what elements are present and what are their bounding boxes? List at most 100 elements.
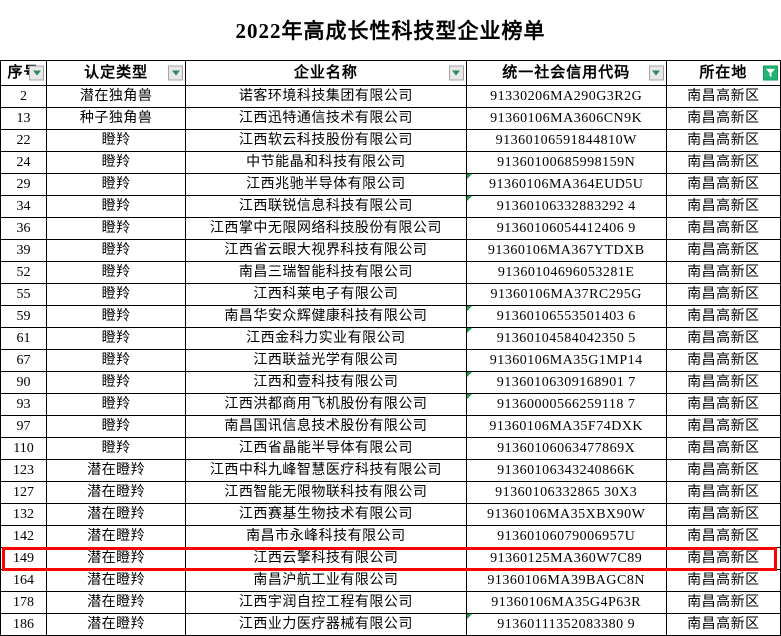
cell-company-name[interactable]: 南昌华安众辉健康科技有限公司 (185, 305, 467, 328)
cell-location[interactable]: 南昌高新区 (665, 371, 781, 394)
cell-type[interactable]: 瞪羚 (46, 327, 187, 350)
cell-credit-code[interactable]: 91360106332865 30X3 (465, 481, 667, 504)
cell-index[interactable]: 186 (0, 613, 48, 636)
cell-credit-code[interactable]: 91360106591844810W (465, 129, 667, 152)
cell-credit-code[interactable]: 91360106332883292 4 (465, 195, 667, 218)
cell-index[interactable]: 24 (0, 151, 48, 174)
table-row[interactable]: 178 潜在瞪羚 江西宇润自控工程有限公司 91360106MA35G4P63R 南昌高… (0, 591, 781, 614)
cell-credit-code[interactable]: 91360104584042350 5 (465, 327, 667, 350)
table-row[interactable]: 164 潜在瞪羚 南昌沪航工业有限公司 91360106MA39BAGC8N 南昌高新区 (0, 569, 781, 592)
cell-company-name[interactable]: 江西中科九峰智慧医疗科技有限公司 (185, 459, 467, 482)
cell-credit-code[interactable]: 91330206MA290G3R2G (465, 85, 667, 108)
cell-company-name[interactable]: 江西智能无限物联科技有限公司 (185, 481, 467, 504)
cell-type[interactable]: 瞪羚 (46, 195, 187, 218)
cell-type[interactable]: 瞪羚 (46, 371, 187, 394)
cell-location[interactable]: 南昌高新区 (665, 503, 781, 526)
cell-location[interactable]: 南昌高新区 (665, 459, 781, 482)
table-row[interactable]: 149 潜在瞪羚 江西云擎科技有限公司 91360125MA360W7C89 南昌高新区 (0, 547, 781, 570)
table-row[interactable]: 93 瞪羚 江西洪都商用飞机股份有限公司 91360000566259118 7 南昌高… (0, 393, 781, 416)
cell-location[interactable]: 南昌高新区 (665, 195, 781, 218)
cell-index[interactable]: 29 (0, 173, 48, 196)
cell-index[interactable]: 142 (0, 525, 48, 548)
cell-type[interactable]: 瞪羚 (46, 437, 187, 460)
cell-index[interactable]: 127 (0, 481, 48, 504)
cell-company-name[interactable]: 江西和壹科技有限公司 (185, 371, 467, 394)
cell-company-name[interactable]: 江西宇润自控工程有限公司 (185, 591, 467, 614)
cell-company-name[interactable]: 江西金科力实业有限公司 (185, 327, 467, 350)
cell-type[interactable]: 潜在瞪羚 (46, 525, 187, 548)
cell-credit-code[interactable]: 91360106MA364EUD5U (465, 173, 667, 196)
cell-company-name[interactable]: 诺客环境科技集团有限公司 (185, 85, 467, 108)
cell-credit-code[interactable]: 91360106MA3606CN9K (465, 107, 667, 130)
cell-company-name[interactable]: 南昌沪航工业有限公司 (185, 569, 467, 592)
table-row[interactable]: 59 瞪羚 南昌华安众辉健康科技有限公司 91360106553501403 6 南昌高… (0, 305, 781, 328)
cell-index[interactable]: 2 (0, 85, 48, 108)
cell-credit-code[interactable]: 91360106063477869X (465, 437, 667, 460)
table-row[interactable]: 67 瞪羚 江西联益光学有限公司 91360106MA35G1MP14 南昌高新区 (0, 349, 781, 372)
cell-type[interactable]: 瞪羚 (46, 261, 187, 284)
cell-index[interactable]: 52 (0, 261, 48, 284)
cell-type[interactable]: 瞪羚 (46, 129, 187, 152)
cell-index[interactable]: 178 (0, 591, 48, 614)
cell-company-name[interactable]: 中节能晶和科技有限公司 (185, 151, 467, 174)
cell-type[interactable]: 瞪羚 (46, 283, 187, 306)
cell-location[interactable]: 南昌高新区 (665, 393, 781, 416)
cell-company-name[interactable]: 江西省晶能半导体有限公司 (185, 437, 467, 460)
cell-type[interactable]: 瞪羚 (46, 151, 187, 174)
cell-type[interactable]: 瞪羚 (46, 415, 187, 438)
cell-index[interactable]: 22 (0, 129, 48, 152)
cell-credit-code[interactable]: 91360106309168901 7 (465, 371, 667, 394)
cell-type[interactable]: 潜在瞪羚 (46, 591, 187, 614)
cell-credit-code[interactable]: 91360106079006957U (465, 525, 667, 548)
table-row[interactable]: 110 瞪羚 江西省晶能半导体有限公司 91360106063477869X 南昌高新区 (0, 437, 781, 460)
table-row[interactable]: 22 瞪羚 江西软云科技股份有限公司 91360106591844810W 南昌高新区 (0, 129, 781, 152)
cell-credit-code[interactable]: 91360106054412406 9 (465, 217, 667, 240)
cell-location[interactable]: 南昌高新区 (665, 283, 781, 306)
cell-type[interactable]: 潜在瞪羚 (46, 613, 187, 636)
cell-credit-code[interactable]: 91360106MA37RC295G (465, 283, 667, 306)
cell-location[interactable]: 南昌高新区 (665, 327, 781, 350)
cell-credit-code[interactable]: 91360000566259118 7 (465, 393, 667, 416)
cell-location[interactable]: 南昌高新区 (665, 305, 781, 328)
cell-index[interactable]: 34 (0, 195, 48, 218)
cell-location[interactable]: 南昌高新区 (665, 437, 781, 460)
cell-credit-code[interactable]: 91360106MA35XBX90W (465, 503, 667, 526)
cell-index[interactable]: 90 (0, 371, 48, 394)
filter-funnel-icon[interactable] (763, 65, 778, 81)
cell-credit-code[interactable]: 91360100685998159N (465, 151, 667, 174)
cell-company-name[interactable]: 南昌市永峰科技有限公司 (185, 525, 467, 548)
cell-index[interactable]: 59 (0, 305, 48, 328)
cell-type[interactable]: 瞪羚 (46, 393, 187, 416)
table-row[interactable]: 55 瞪羚 江西科莱电子有限公司 91360106MA37RC295G 南昌高新区 (0, 283, 781, 306)
cell-index[interactable]: 39 (0, 239, 48, 262)
cell-type[interactable]: 瞪羚 (46, 305, 187, 328)
table-row[interactable]: 34 瞪羚 江西联锐信息科技有限公司 91360106332883292 4 南昌高新区 (0, 195, 781, 218)
cell-type[interactable]: 潜在瞪羚 (46, 569, 187, 592)
cell-credit-code[interactable]: 91360106553501403 6 (465, 305, 667, 328)
cell-index[interactable]: 97 (0, 415, 48, 438)
cell-company-name[interactable]: 江西软云科技股份有限公司 (185, 129, 467, 152)
table-row[interactable]: 90 瞪羚 江西和壹科技有限公司 91360106309168901 7 南昌高新区 (0, 371, 781, 394)
cell-type[interactable]: 瞪羚 (46, 239, 187, 262)
cell-type[interactable]: 种子独角兽 (46, 107, 187, 130)
cell-location[interactable]: 南昌高新区 (665, 129, 781, 152)
table-row[interactable]: 123 潜在瞪羚 江西中科九峰智慧医疗科技有限公司 91360106343240866… (0, 459, 781, 482)
cell-index[interactable]: 93 (0, 393, 48, 416)
cell-index[interactable]: 61 (0, 327, 48, 350)
cell-company-name[interactable]: 江西省云眼大视界科技有限公司 (185, 239, 467, 262)
cell-index[interactable]: 132 (0, 503, 48, 526)
cell-type[interactable]: 潜在瞪羚 (46, 547, 187, 570)
cell-company-name[interactable]: 江西兆驰半导体有限公司 (185, 173, 467, 196)
cell-type[interactable]: 潜在瞪羚 (46, 503, 187, 526)
cell-credit-code[interactable]: 91360106MA35G1MP14 (465, 349, 667, 372)
cell-credit-code[interactable]: 91360106MA35F74DXK (465, 415, 667, 438)
cell-credit-code[interactable]: 91360106MA367YTDXB (465, 239, 667, 262)
cell-location[interactable]: 南昌高新区 (665, 591, 781, 614)
cell-type[interactable]: 潜在瞪羚 (46, 459, 187, 482)
cell-credit-code[interactable]: 91360104696053281E (465, 261, 667, 284)
table-row[interactable]: 97 瞪羚 南昌国讯信息技术股份有限公司 91360106MA35F74DXK 南昌高新… (0, 415, 781, 438)
cell-company-name[interactable]: 江西业力医疗器械有限公司 (185, 613, 467, 636)
cell-credit-code[interactable]: 91360111352083380 9 (465, 613, 667, 636)
cell-location[interactable]: 南昌高新区 (665, 151, 781, 174)
